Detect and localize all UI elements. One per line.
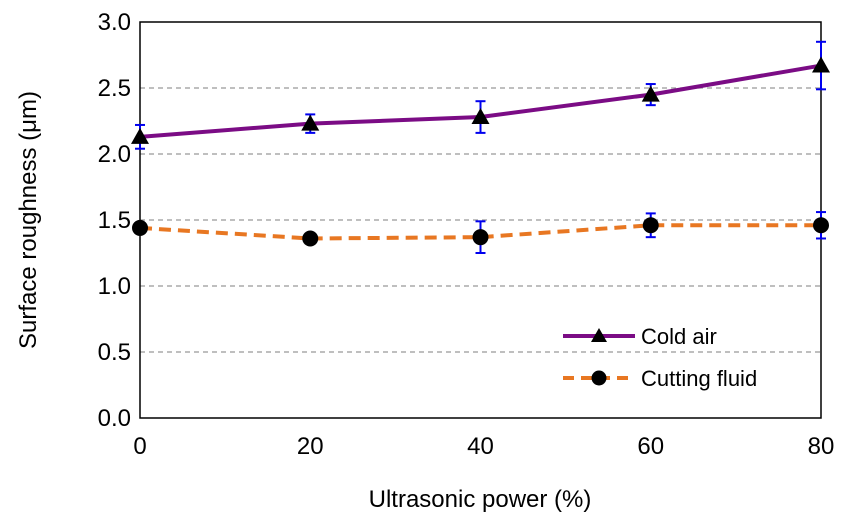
y-tick-label: 0.5 [98, 339, 131, 366]
y-axis-title: Surface roughness (μm) [15, 91, 42, 349]
legend-item-cutting-fluid: Cutting fluid [563, 366, 757, 391]
x-tick-label: 40 [467, 433, 494, 460]
legend-item-cold-air: Cold air [563, 324, 717, 349]
legend-marker-triangle [591, 328, 607, 342]
data-point-triangle [812, 56, 830, 73]
data-point-circle [813, 217, 829, 234]
gridlines [140, 87, 821, 353]
y-tick-label: 2.5 [98, 75, 131, 102]
data-point-triangle [471, 108, 490, 125]
legend-label-cold-air: Cold air [641, 324, 717, 349]
data-point-circle [472, 229, 489, 246]
data-point-circle [642, 217, 659, 234]
y-tick-label: 3.0 [98, 9, 131, 36]
y-tick-label: 1.5 [98, 207, 131, 234]
data-point-circle [132, 219, 148, 236]
legend: Cold air Cutting fluid [563, 324, 757, 391]
y-tick-label: 2.0 [98, 141, 131, 168]
x-axis-title: Ultrasonic power (%) [369, 486, 592, 513]
data-point-triangle [131, 127, 149, 144]
data-point-triangle [301, 114, 320, 131]
y-tick-labels: 0.0 0.5 1.0 1.5 2.0 2.5 3.0 [98, 9, 131, 432]
legend-label-cutting-fluid: Cutting fluid [641, 366, 757, 391]
series-cold-air [131, 40, 830, 150]
series-layer [131, 40, 830, 254]
x-tick-label: 80 [808, 433, 835, 460]
x-tick-label: 20 [297, 433, 324, 460]
legend-marker-circle [591, 370, 607, 386]
x-tick-label: 0 [133, 433, 146, 460]
x-tick-labels: 0 20 40 60 80 [133, 433, 834, 460]
x-tick-label: 60 [637, 433, 664, 460]
data-point-triangle [641, 85, 660, 102]
y-tick-label: 1.0 [98, 273, 131, 300]
y-tick-label: 0.0 [98, 405, 131, 432]
series-cutting-fluid [132, 211, 829, 254]
data-point-circle [302, 230, 319, 247]
